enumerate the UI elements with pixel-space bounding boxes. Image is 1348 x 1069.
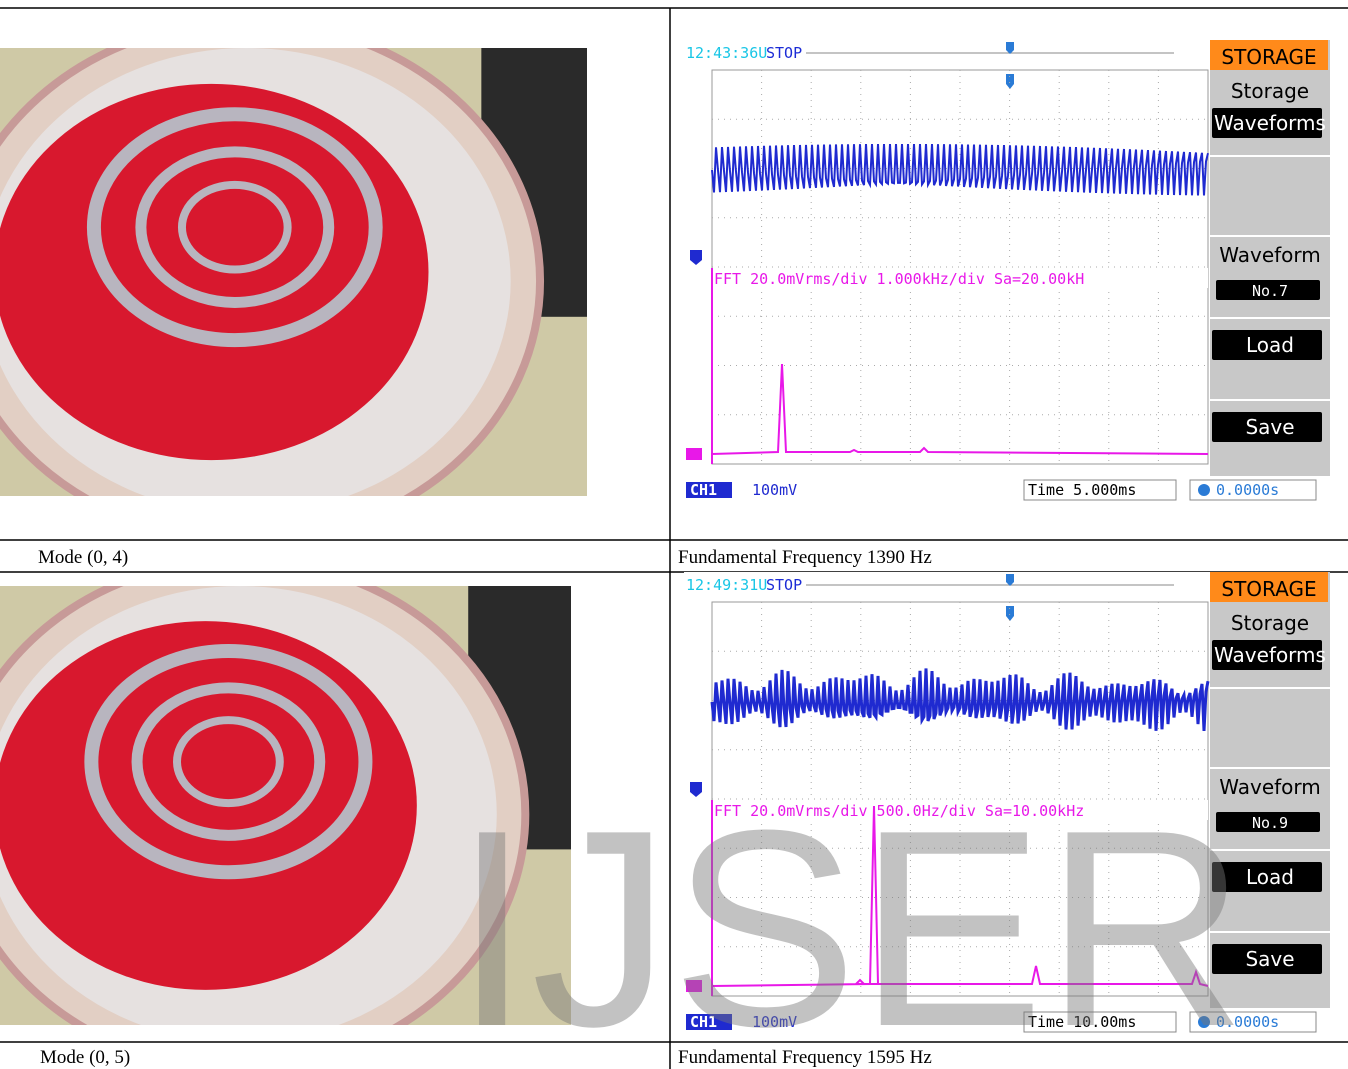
menu-item: Save [1245,415,1294,439]
menu-item: Waveforms [1214,111,1326,135]
caption: Fundamental Frequency 1390 Hz [678,547,932,568]
fft-label: FFT 20.0mVrms/div 1.000kHz/div Sa=20.00k… [714,270,1084,288]
menu-item: No.7 [1252,282,1288,300]
menu-item: Save [1245,947,1294,971]
menu-item: Waveforms [1214,643,1326,667]
caption: Mode (0, 5) [40,1047,130,1068]
offset: 0.0000s [1216,481,1279,499]
clock: 12:49:31U [686,576,767,594]
caption: Mode (0, 4) [38,547,128,568]
menu-item: Load [1246,333,1294,357]
menu-item: Storage [1231,611,1309,635]
trigger-icon [1198,484,1210,496]
clock: 12:43:36U [686,44,767,62]
center [223,215,247,239]
menu-title: STORAGE [1221,577,1316,601]
math-marker [686,448,702,460]
photo-content [0,21,599,541]
menu-item: Storage [1231,79,1309,103]
center [216,750,240,774]
menu-item: No.9 [1252,814,1288,832]
menu-title: STORAGE [1221,45,1316,69]
watermark: IJSER [453,773,1247,1069]
menu-item: Waveform [1219,243,1321,267]
volts: 100mV [752,481,797,499]
timebase: Time 5.000ms [1028,481,1136,499]
run-state: STOP [766,44,802,62]
run-state: STOP [766,576,802,594]
menu-item: Load [1246,865,1294,889]
photo [0,21,599,541]
page: Mode (0, 4) Fundamental Frequency 1390 H… [0,0,1348,1069]
channel: CH1 [690,481,717,499]
